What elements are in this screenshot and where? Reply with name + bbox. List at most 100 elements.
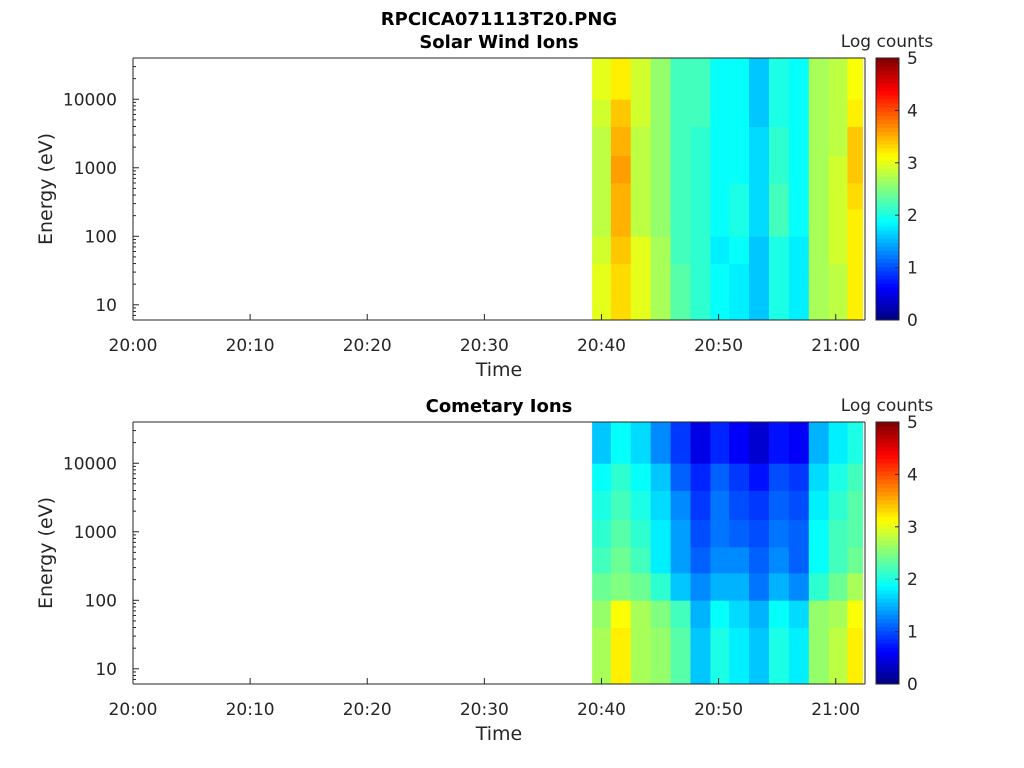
colorbar-segment <box>876 262 899 268</box>
heatmap-cell <box>828 546 848 574</box>
heatmap-cell <box>650 422 671 464</box>
heatmap-cell <box>690 573 711 601</box>
heatmap-cell <box>630 290 652 321</box>
heatmap-cell <box>788 58 810 100</box>
colorbar-segment <box>876 246 899 251</box>
colorbar-segment <box>876 507 899 513</box>
heatmap-cell <box>749 99 770 127</box>
heatmap-cell <box>808 263 830 292</box>
heatmap-cell <box>847 155 864 184</box>
colorbar-segment <box>876 103 899 108</box>
heatmap-cell <box>788 654 810 685</box>
colorbar-segment <box>876 197 899 202</box>
colorbar-segment <box>876 254 899 260</box>
figure-title: RPCICA071113T20.PNG <box>381 9 617 30</box>
heatmap-cell <box>592 546 612 574</box>
colorbar-segment <box>876 139 899 145</box>
heatmap-cell <box>710 236 730 264</box>
colorbar-label: Log counts <box>841 396 934 416</box>
heatmap-cell <box>592 263 612 292</box>
colorbar-segment <box>876 299 899 305</box>
heatmap-cell <box>690 654 711 685</box>
colorbar-segment <box>876 516 899 521</box>
heatmap-cell <box>710 182 730 210</box>
colorbar-segment <box>876 569 899 574</box>
colorbar-segment <box>876 458 899 464</box>
colorbar-segment <box>876 70 899 75</box>
heatmap-cell <box>729 209 750 237</box>
heatmap-cell <box>768 99 790 127</box>
colorbar-segment <box>876 172 899 178</box>
colorbar-tick-label: 0 <box>907 311 918 331</box>
heatmap-cell <box>808 490 830 521</box>
colorbar-segment <box>876 479 899 484</box>
heatmap-cell <box>729 155 750 184</box>
x-tick-label: 21:00 <box>811 700 860 720</box>
colorbar-segment <box>876 274 899 280</box>
colorbar-segment <box>876 234 899 239</box>
colorbar-segment <box>876 250 899 255</box>
heatmap-cell <box>650 627 671 656</box>
heatmap-cell <box>749 155 770 184</box>
colorbar-segment <box>876 651 899 656</box>
heatmap-cell <box>630 182 652 210</box>
heatmap-cell <box>808 627 830 656</box>
heatmap-cell <box>670 422 691 464</box>
heatmap-cell <box>749 422 770 464</box>
colorbar-segment <box>876 446 899 452</box>
heatmap-cell <box>788 519 810 548</box>
colorbar-tick-label: 4 <box>907 101 918 121</box>
colorbar-segment <box>876 291 899 296</box>
x-tick-label: 20:00 <box>109 700 158 720</box>
colorbar-segment <box>876 659 899 665</box>
heatmap-cell <box>768 627 790 656</box>
heatmap-cell <box>610 155 632 184</box>
heatmap-cell <box>710 58 730 100</box>
colorbar-tick-label: 0 <box>907 675 918 695</box>
colorbar-segment <box>876 499 899 505</box>
heatmap-cell <box>650 182 671 210</box>
heatmap-cell <box>828 58 848 100</box>
heatmap-cell <box>847 463 864 491</box>
heatmap-cell <box>808 155 830 184</box>
heatmap-cell <box>729 519 750 548</box>
x-axis-label: Time <box>475 723 523 745</box>
colorbar-tick-label: 1 <box>907 623 918 643</box>
heatmap-cell <box>610 58 632 100</box>
x-tick-label: 20:50 <box>694 700 743 720</box>
colorbar-tick-label: 5 <box>907 49 918 69</box>
heatmap-cell <box>808 209 830 237</box>
heatmap-cell <box>788 182 810 210</box>
x-tick-label: 20:50 <box>694 336 743 356</box>
heatmap-cell <box>808 654 830 685</box>
heatmap-cell <box>847 422 864 464</box>
colorbar-segment <box>876 168 899 174</box>
heatmap-cell <box>788 290 810 321</box>
heatmap-cell <box>768 126 790 157</box>
heatmap-cell <box>788 463 810 491</box>
colorbar-segment <box>876 307 899 313</box>
heatmap-cell <box>847 519 864 548</box>
colorbar-label: Log counts <box>841 32 934 52</box>
colorbar-segment <box>876 544 899 550</box>
colorbar-segment <box>876 487 899 493</box>
heatmap-cell <box>788 236 810 264</box>
heatmap-cell <box>610 546 632 574</box>
colorbar-segment <box>876 422 899 427</box>
heatmap-cell <box>630 519 652 548</box>
heatmap-cell <box>710 99 730 127</box>
heatmap-cell <box>768 519 790 548</box>
heatmap-cell <box>592 654 612 685</box>
colorbar-tick-label: 3 <box>907 518 918 538</box>
heatmap-cell <box>749 209 770 237</box>
heatmap-cell <box>788 546 810 574</box>
colorbar-tick-label: 2 <box>907 570 918 590</box>
colorbar-segment <box>876 540 899 546</box>
y-tick-label: 10000 <box>63 90 117 110</box>
colorbar-segment <box>876 442 899 448</box>
heatmap-cell <box>630 422 652 464</box>
heatmap-cell <box>610 126 632 157</box>
heatmap-cell <box>729 627 750 656</box>
heatmap-cell <box>729 263 750 292</box>
